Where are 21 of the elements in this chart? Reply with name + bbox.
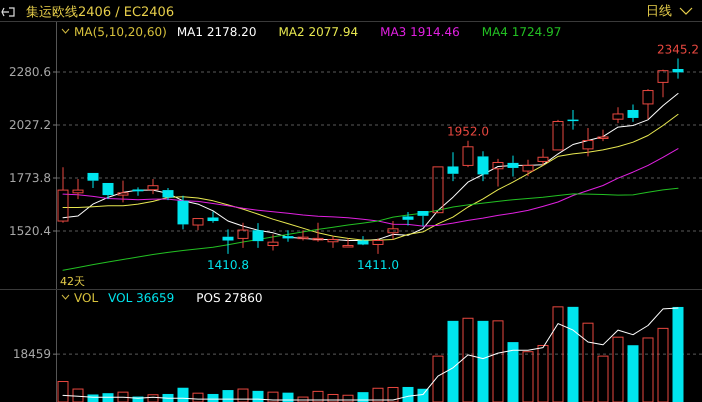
text: 日线 (646, 4, 672, 19)
text: MA1 2178.20 (176, 25, 256, 39)
text: MA2 2077.94 (278, 25, 358, 39)
annotation: 2345.2 (657, 42, 699, 56)
y-tick-label: 18459 (12, 347, 51, 362)
legend-title: VOL (74, 291, 98, 305)
legend-title: MA(5,10,20,60) (74, 25, 167, 39)
y-tick-label: 1773.8 (9, 171, 51, 186)
line-series (62, 188, 678, 271)
annotation: 1952.0 (447, 124, 489, 139)
text: MA4 1724.97 (482, 25, 562, 39)
text: VOL 36659 (108, 291, 174, 305)
annotation: 1411.0 (357, 258, 399, 272)
y-tick-label: 2027.2 (9, 118, 51, 132)
text: MA3 1914.46 (380, 25, 460, 39)
annotation: 42天 (60, 275, 85, 288)
y-tick-label: 1520.4 (9, 224, 51, 238)
annotation: 1410.8 (207, 258, 249, 272)
y-tick-label: 2280.6 (9, 65, 51, 80)
chart-title: 集运欧线2406 / EC2406 (26, 5, 174, 20)
text: POS 27860 (196, 291, 263, 305)
